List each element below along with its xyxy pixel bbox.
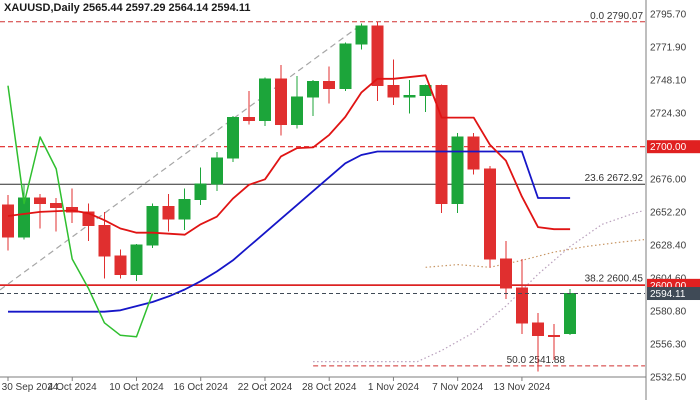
axes — [0, 0, 647, 400]
chart-title: XAUUSD,Daily 2565.44 2597.29 2564.14 259… — [4, 2, 251, 14]
candle — [178, 198, 191, 220]
svg-text:2600.00: 2600.00 — [650, 281, 687, 292]
level-badge — [647, 140, 700, 154]
svg-text:2652.20: 2652.20 — [650, 208, 687, 219]
candle — [258, 78, 271, 121]
candle — [467, 136, 480, 170]
candle — [82, 211, 95, 227]
svg-text:7 Nov 2024: 7 Nov 2024 — [432, 382, 484, 393]
candle — [114, 255, 127, 275]
candle — [226, 117, 239, 159]
trendline — [0, 23, 363, 291]
svg-text:10 Oct 2024: 10 Oct 2024 — [109, 382, 164, 393]
svg-text:2748.10: 2748.10 — [650, 76, 687, 87]
candle — [355, 25, 368, 45]
candle — [564, 293, 577, 334]
y-axis-labels: 2795.702771.902748.102724.302700.502676.… — [650, 10, 687, 384]
svg-text:28 Oct 2024: 28 Oct 2024 — [302, 382, 357, 393]
svg-text:16 Oct 2024: 16 Oct 2024 — [173, 382, 228, 393]
svg-text:0.0 2790.07: 0.0 2790.07 — [590, 11, 643, 22]
svg-text:30 Sep 2024: 30 Sep 2024 — [2, 382, 59, 393]
current-price-badge — [647, 287, 700, 301]
svg-text:22 Oct 2024: 22 Oct 2024 — [238, 382, 293, 393]
candle — [34, 197, 47, 205]
ichimoku-cloud — [313, 209, 645, 363]
candle — [130, 244, 143, 275]
svg-text:4 Oct 2024: 4 Oct 2024 — [48, 382, 97, 393]
candle — [548, 334, 561, 338]
candle — [146, 205, 159, 246]
candle — [339, 43, 352, 89]
candle — [98, 225, 111, 257]
svg-text:2795.70: 2795.70 — [650, 10, 687, 21]
svg-text:2676.00: 2676.00 — [650, 175, 687, 186]
candle — [2, 204, 14, 238]
candle — [162, 205, 175, 220]
candle — [323, 81, 336, 89]
candle — [275, 78, 288, 126]
svg-text:38.2 2600.45: 38.2 2600.45 — [585, 274, 644, 285]
fibonacci-levels: 0.0 2790.07 23.6 2672.92 38.2 2600.45 50.0 … — [0, 11, 645, 367]
svg-text:2594.11: 2594.11 — [650, 289, 686, 300]
svg-text:1 Nov 2024: 1 Nov 2024 — [368, 382, 420, 393]
candle — [194, 183, 207, 200]
indicator-lines — [7, 74, 571, 338]
candle — [403, 94, 416, 98]
svg-text:2580.80: 2580.80 — [650, 307, 687, 318]
svg-text:2771.90: 2771.90 — [650, 43, 687, 54]
candle — [515, 287, 528, 324]
candle — [387, 85, 400, 98]
candle — [483, 168, 496, 260]
svg-text:2532.50: 2532.50 — [650, 373, 687, 384]
candle — [531, 322, 544, 336]
candle — [242, 117, 255, 121]
svg-text:23.6 2672.92: 23.6 2672.92 — [585, 173, 644, 184]
svg-text:13 Nov 2024: 13 Nov 2024 — [494, 382, 551, 393]
candle — [307, 81, 320, 98]
candle — [210, 157, 223, 185]
svg-text:50.0 2541.88: 50.0 2541.88 — [507, 355, 566, 366]
svg-text:2628.40: 2628.40 — [650, 241, 687, 252]
candle — [50, 203, 63, 209]
candle — [291, 96, 304, 126]
candle — [451, 136, 464, 205]
svg-text:2724.30: 2724.30 — [650, 109, 687, 120]
candle — [499, 258, 512, 289]
candles-layer — [2, 21, 577, 372]
candle — [435, 85, 448, 205]
candle — [371, 25, 384, 87]
svg-text:2700.00: 2700.00 — [650, 142, 687, 153]
horizontal-levels — [0, 146, 645, 286]
svg-text:2556.30: 2556.30 — [650, 340, 687, 351]
